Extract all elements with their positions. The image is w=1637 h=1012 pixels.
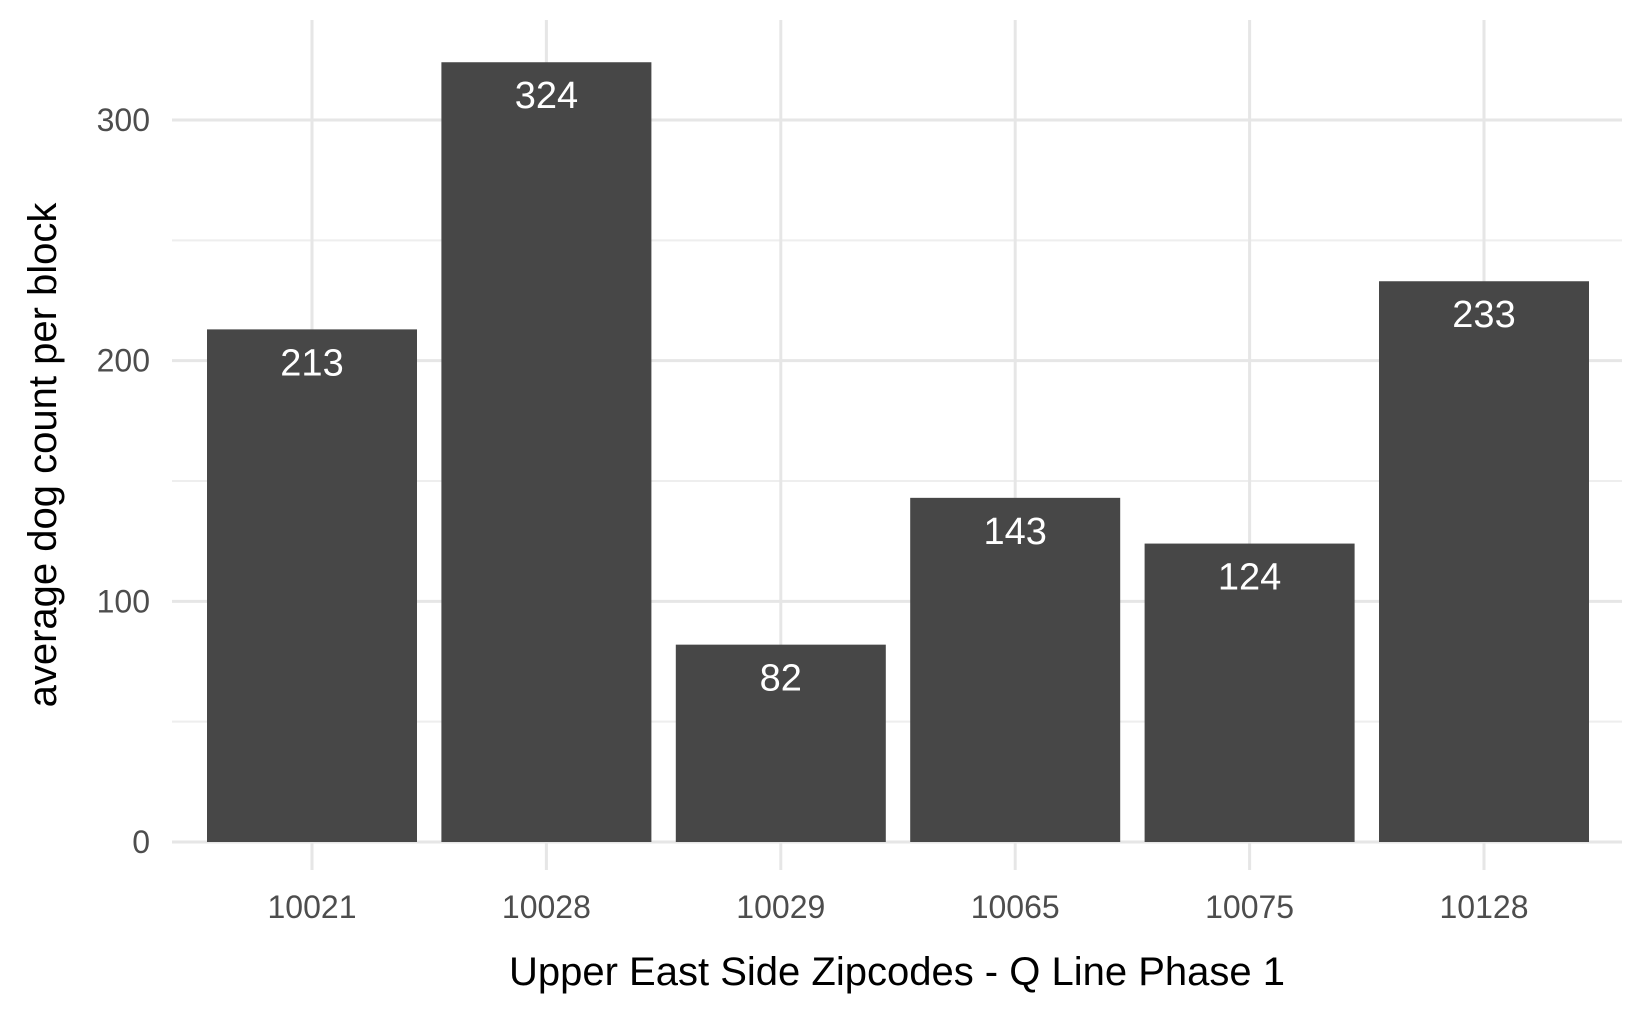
bar-value-label: 213 <box>280 342 343 384</box>
y-tick-label: 100 <box>97 583 150 619</box>
bar-value-label: 233 <box>1452 294 1515 336</box>
y-axis-title: average dog count per block <box>21 202 65 708</box>
x-tick-label: 10021 <box>268 889 357 925</box>
bar-10028 <box>441 62 652 843</box>
x-tick-label: 10029 <box>736 889 825 925</box>
bar-10128 <box>1379 281 1589 842</box>
y-tick-label: 200 <box>97 343 150 379</box>
x-tick-label: 10075 <box>1205 889 1294 925</box>
y-tick-label: 0 <box>132 824 150 860</box>
bar-value-label: 124 <box>1218 557 1281 599</box>
x-axis: 10021 10028 10029 10065 10075 10128 <box>268 889 1529 925</box>
bar-10065 <box>910 497 1121 842</box>
x-tick-label: 10065 <box>971 889 1060 925</box>
bar-value-label: 143 <box>983 511 1046 553</box>
bar-value-label: 324 <box>515 75 578 117</box>
x-axis-title: Upper East Side Zipcodes - Q Line Phase … <box>509 950 1285 994</box>
bar-value-label: 82 <box>760 658 802 700</box>
bars <box>207 62 1589 843</box>
x-tick-label: 10028 <box>502 889 591 925</box>
bar-10029 <box>675 644 886 842</box>
bar-10075 <box>1144 543 1355 842</box>
x-tick-label: 10128 <box>1440 889 1529 925</box>
bar-10021 <box>207 329 417 842</box>
y-tick-label: 300 <box>97 102 150 138</box>
bar-value-labels: 213 324 82 143 124 233 <box>280 75 1515 699</box>
y-axis: 0 100 200 300 <box>97 102 150 860</box>
